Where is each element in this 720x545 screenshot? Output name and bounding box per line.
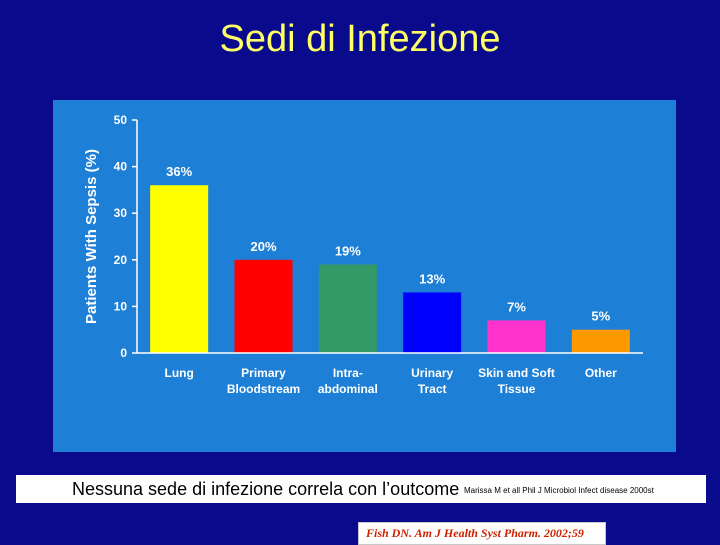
- x-tick-label-3-1: Tract: [418, 382, 447, 396]
- x-tick-label-4-0: Skin and Soft: [478, 366, 555, 380]
- x-tick-label-2-1: abdominal: [318, 382, 378, 396]
- data-label-3: 13%: [419, 271, 445, 286]
- data-label-5: 5%: [591, 309, 610, 324]
- bar-0: [150, 185, 209, 353]
- x-tick-label-3-0: Urinary: [411, 366, 453, 380]
- footer-bar: Nessuna sede di infezione correla con l’…: [16, 475, 706, 503]
- chart-panel: Patients With Sepsis (%) 36% Lung 20% Primar…: [53, 100, 676, 545]
- bar-1: [234, 259, 293, 353]
- footer-text: Nessuna sede di infezione correla con l’…: [72, 479, 460, 499]
- chart-source-citation: Fish DN. Am J Health Syst Pharm. 2002;59: [358, 522, 606, 545]
- data-label-0: 36%: [166, 164, 192, 179]
- y-tick-label-40: 40: [114, 160, 128, 174]
- x-tick-label-4-1: Tissue: [498, 382, 536, 396]
- data-label-1: 20%: [250, 239, 276, 254]
- y-tick-label-10: 10: [114, 299, 128, 313]
- y-axis-label: Patients With Sepsis (%): [83, 149, 100, 324]
- slide-title: Sedi di Infezione: [219, 18, 501, 60]
- footer-reference: Marissa M et all Phil J Microbiol Infect…: [464, 486, 654, 495]
- x-tick-label-0-0: Lung: [165, 366, 194, 380]
- x-tick-label-1-0: Primary: [241, 366, 286, 380]
- bar-chart: Patients With Sepsis (%) 36% Lung 20% Primar…: [83, 113, 643, 396]
- bar-3: [403, 292, 462, 353]
- bar-2: [318, 264, 377, 353]
- y-tick-label-0: 0: [120, 346, 127, 360]
- y-tick-label-20: 20: [114, 253, 128, 267]
- x-tick-label-2-0: Intra-: [333, 366, 363, 380]
- bar-4: [487, 320, 546, 353]
- y-tick-label-30: 30: [114, 206, 128, 220]
- x-tick-label-5-0: Other: [585, 366, 617, 380]
- bar-5: [571, 329, 630, 353]
- data-label-4: 7%: [507, 299, 526, 314]
- data-label-2: 19%: [335, 243, 361, 258]
- y-tick-label-50: 50: [114, 113, 128, 127]
- x-tick-label-1-1: Bloodstream: [227, 382, 300, 396]
